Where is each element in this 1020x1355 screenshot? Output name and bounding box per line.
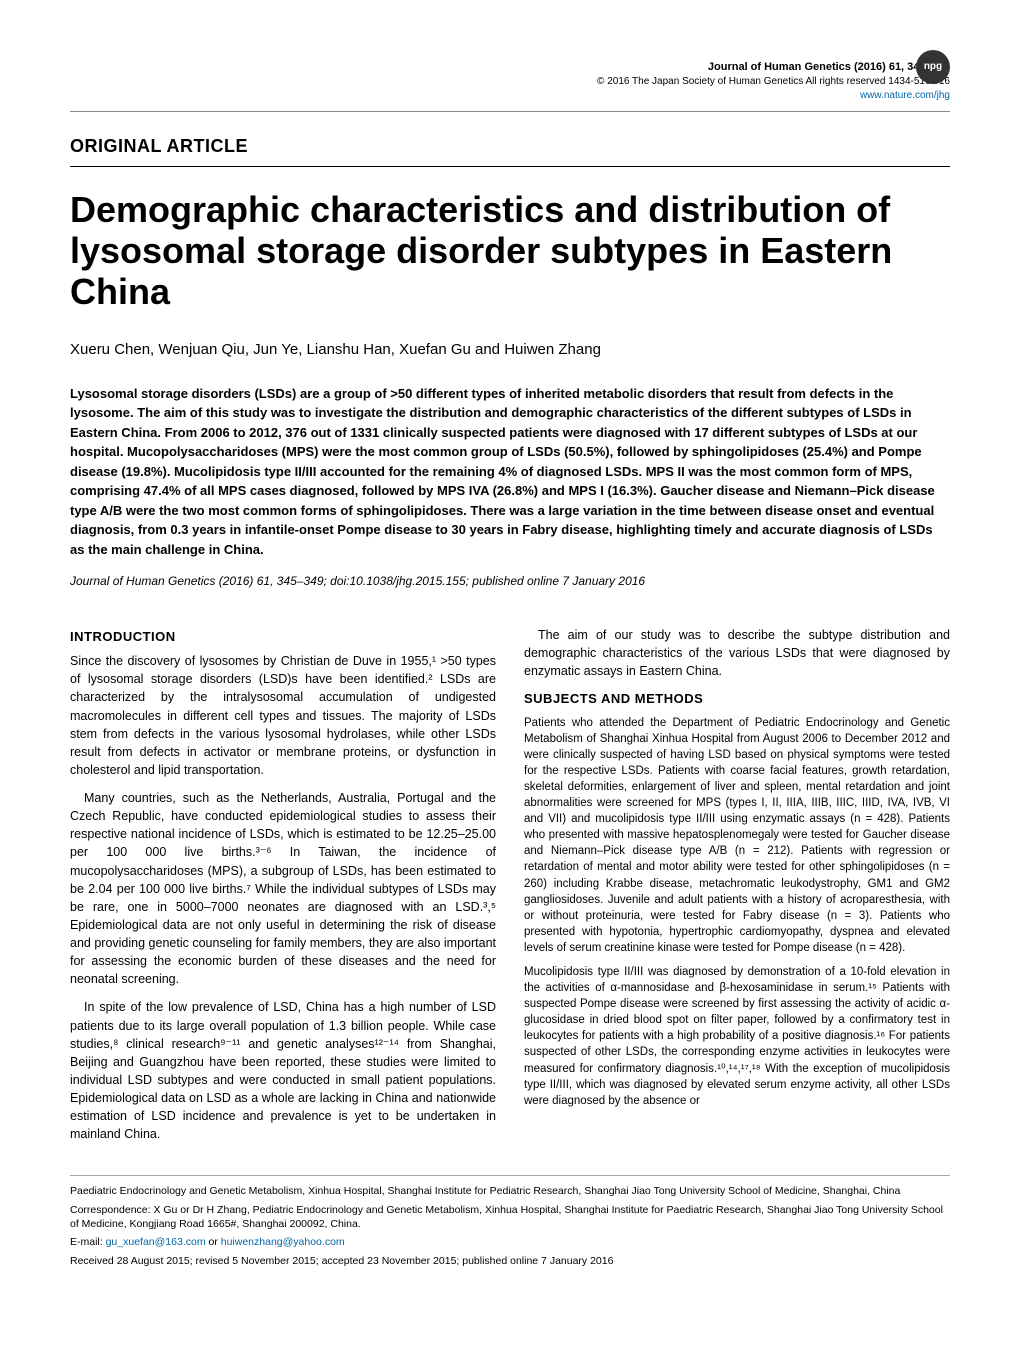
journal-line: Journal of Human Genetics (2016) 61, 345… (70, 60, 950, 75)
email-line: E-mail: gu_xuefan@163.com or huiwenzhang… (70, 1235, 950, 1250)
aim-para: The aim of our study was to describe the… (524, 626, 950, 680)
email-link-2[interactable]: huiwenzhang@yahoo.com (221, 1236, 345, 1248)
intro-para-2: Many countries, such as the Netherlands,… (70, 789, 496, 988)
header-rule (70, 111, 950, 112)
intro-para-1: Since the discovery of lysosomes by Chri… (70, 652, 496, 779)
footer-rule (70, 1175, 950, 1176)
journal-url[interactable]: www.nature.com/jhg (70, 89, 950, 103)
abstract-text: Lysosomal storage disorders (LSDs) are a… (70, 384, 950, 560)
methods-para-1: Patients who attended the Department of … (524, 715, 950, 956)
intro-para-3: In spite of the low prevalence of LSD, C… (70, 998, 496, 1143)
methods-para-2: Mucolipidosis type II/III was diagnosed … (524, 964, 950, 1109)
aim-para-text: The aim of our study was to describe the… (524, 628, 950, 678)
email-sep: or (206, 1236, 221, 1248)
npg-badge: npg (916, 50, 950, 84)
citation-line: Journal of Human Genetics (2016) 61, 345… (70, 573, 950, 590)
title-rule (70, 166, 950, 167)
email-label: E-mail: (70, 1236, 106, 1248)
journal-url-link[interactable]: www.nature.com/jhg (860, 90, 950, 101)
intro-para-2-text: Many countries, such as the Netherlands,… (70, 791, 496, 986)
methods-para-2-text: Mucolipidosis type II/III was diagnosed … (524, 966, 950, 1107)
copyright-line: © 2016 The Japan Society of Human Geneti… (70, 75, 950, 89)
authors-line: Xueru Chen, Wenjuan Qiu, Jun Ye, Lianshu… (70, 339, 950, 360)
journal-header: Journal of Human Genetics (2016) 61, 345… (70, 60, 950, 103)
two-column-body: INTRODUCTION Since the discovery of lyso… (70, 626, 950, 1153)
introduction-heading: INTRODUCTION (70, 628, 496, 646)
affiliation-line: Paediatric Endocrinology and Genetic Met… (70, 1184, 950, 1198)
email-link-1[interactable]: gu_xuefan@163.com (106, 1236, 206, 1248)
correspondence-line: Correspondence: X Gu or Dr H Zhang, Pedi… (70, 1203, 950, 1231)
page-root: npg Journal of Human Genetics (2016) 61,… (0, 0, 1020, 1308)
intro-para-3-text: In spite of the low prevalence of LSD, C… (70, 1000, 496, 1141)
right-column: The aim of our study was to describe the… (524, 626, 950, 1153)
left-column: INTRODUCTION Since the discovery of lyso… (70, 626, 496, 1153)
dates-line: Received 28 August 2015; revised 5 Novem… (70, 1254, 950, 1269)
methods-heading: SUBJECTS AND METHODS (524, 690, 950, 708)
article-title: Demographic characteristics and distribu… (70, 189, 950, 313)
section-label: ORIGINAL ARTICLE (70, 134, 950, 159)
